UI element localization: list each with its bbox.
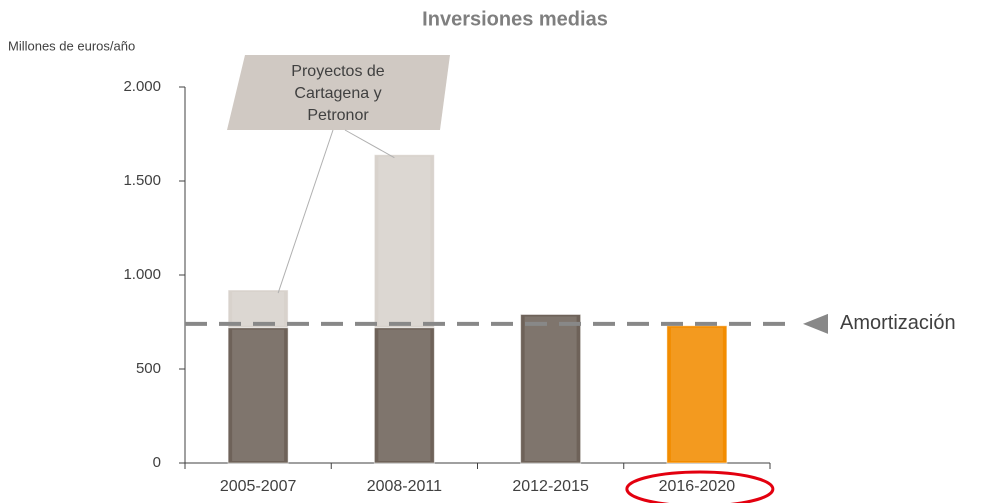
x-tick-label: 2012-2015: [512, 478, 589, 495]
y-tick-label: 1.000: [123, 266, 161, 283]
bar-shine: [670, 327, 723, 461]
annotation-box: [227, 55, 450, 130]
annotation-text: Cartagena y: [294, 85, 381, 102]
bar-segment: [666, 325, 728, 464]
chart-title: Inversiones medias: [422, 8, 608, 30]
annotation-text: Proyectos de: [291, 63, 384, 80]
bar-shine: [524, 316, 577, 461]
bar-shine: [378, 156, 431, 326]
y-axis-label: Millones de euros/año: [8, 38, 135, 53]
reference-arrow: [803, 313, 828, 334]
annotation-leader: [277, 129, 334, 294]
bar-segment: [520, 313, 582, 464]
x-tick-label: 2005-2007: [220, 478, 297, 495]
y-tick-label: 0: [153, 454, 161, 471]
x-tick-label: 2008-2011: [367, 478, 442, 495]
bar-shine: [378, 329, 431, 461]
highlight-ellipse: [625, 470, 775, 503]
y-tick-label: 500: [136, 360, 161, 377]
bar-shine: [232, 329, 285, 461]
annotation-leader: [344, 129, 395, 159]
y-tick-label: 2.000: [123, 78, 161, 95]
x-tick-label: 2016-2020: [659, 478, 736, 495]
bar-segment: [227, 289, 289, 329]
bar-segment: [227, 327, 289, 464]
bar-segment: [373, 154, 435, 329]
annotation-text: Petronor: [307, 107, 369, 124]
y-tick-label: 1.500: [123, 172, 161, 189]
reference-label: Amortización: [840, 312, 956, 334]
bar-shine: [232, 292, 285, 326]
